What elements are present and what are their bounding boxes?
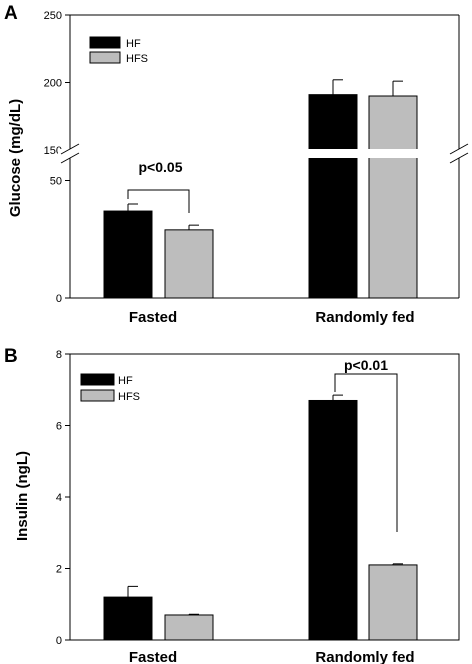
panel-b-legend: HF HFS [80, 373, 140, 403]
panel-b-y-axis-label: Insulin (ngL) [14, 451, 31, 541]
panel-b-bar-hf-fasted [103, 596, 153, 641]
panel-a-axis-break [58, 143, 471, 164]
panel-a-bar-hfs-randomly-fed [368, 95, 418, 299]
panel-b-insulin-chart: B Insulin (ngL) 0 2 4 6 8 p<0.01 HF HFS Faste… [4, 346, 460, 664]
panel-a-significance-label: p<0.05 [139, 159, 183, 175]
panel-a-legend-label-hfs: HFS [126, 53, 148, 65]
panel-a-category-label: Randomly fed [315, 309, 414, 326]
panel-a-bracket-line [127, 189, 190, 213]
panel-b-y-tick-label: 0 [56, 635, 62, 647]
panel-b-legend-swatch-hf [80, 373, 115, 386]
panel-a-y-tick-label: 250 [44, 10, 62, 22]
panel-a-break-slash [60, 152, 80, 164]
panel-a-break-slash [449, 143, 469, 155]
panel-b-category-label: Randomly fed [315, 649, 414, 664]
panel-a-letter: A [4, 3, 18, 24]
panel-a-bar-hf-fasted [103, 210, 153, 299]
panel-b-category-labels: Fasted Randomly fed [129, 649, 415, 664]
panel-b-y-ticks: 0 2 4 6 8 [56, 349, 70, 647]
panel-a-legend: HF HFS [89, 36, 148, 65]
panel-a-glucose-chart: A Glucose (mg/dL) 0 50 150 200 250 p<0.05 HF… [4, 3, 471, 326]
panel-a-plot-area: 0 50 150 200 250 p<0.05 HF HFS [44, 10, 471, 305]
panel-b-legend-label-hf: HF [118, 375, 133, 387]
panel-a-bar-hf-randomly-fed [308, 94, 358, 299]
panel-a-legend-swatch-hfs [89, 51, 121, 64]
panel-b-bracket-line [334, 373, 398, 532]
panel-a-y-tick-label: 200 [44, 78, 62, 90]
panel-b-y-tick-label: 2 [56, 564, 62, 576]
panel-a-bar-hfs-fasted [164, 229, 214, 299]
panel-b-bar-hf-randomly-fed [308, 399, 358, 641]
panel-a-break-gap [58, 149, 471, 158]
panel-b-y-tick-label: 8 [56, 349, 62, 361]
panel-a-legend-swatch-hf [89, 36, 121, 49]
panel-b-bar-hfs-fasted [164, 614, 214, 641]
panel-a-bars [103, 79, 418, 299]
panel-a-significance-bracket: p<0.05 [127, 159, 190, 213]
panel-a-legend-label-hf: HF [126, 38, 141, 50]
panel-b-plot-area: 0 2 4 6 8 p<0.01 HF HFS [56, 349, 460, 647]
panel-b-significance-label: p<0.01 [344, 357, 388, 373]
panel-b-category-label: Fasted [129, 649, 177, 664]
panel-a-y-tick-label: 150 [44, 145, 62, 157]
panel-b-bars [103, 394, 418, 641]
panel-a-y-axis-label: Glucose (mg/dL) [7, 99, 24, 217]
panel-a-category-label: Fasted [129, 309, 177, 326]
panel-a-break-slash [449, 152, 469, 164]
panel-b-legend-swatch-hfs [80, 389, 115, 402]
panel-b-significance-bracket: p<0.01 [334, 357, 398, 532]
panel-b-y-tick-label: 6 [56, 421, 62, 433]
panel-a-y-tick-label: 0 [56, 293, 62, 305]
panel-b-letter: B [4, 346, 18, 367]
panel-a-break-slash [60, 143, 80, 155]
panel-b-y-tick-label: 4 [56, 492, 62, 504]
panel-a-y-tick-label: 50 [50, 176, 62, 188]
panel-a-y-ticks: 0 50 150 200 250 [44, 10, 70, 305]
panel-b-bar-hfs-randomly-fed [368, 564, 418, 641]
panel-a-category-labels: Fasted Randomly fed [129, 309, 415, 326]
panel-b-legend-label-hfs: HFS [118, 391, 140, 403]
